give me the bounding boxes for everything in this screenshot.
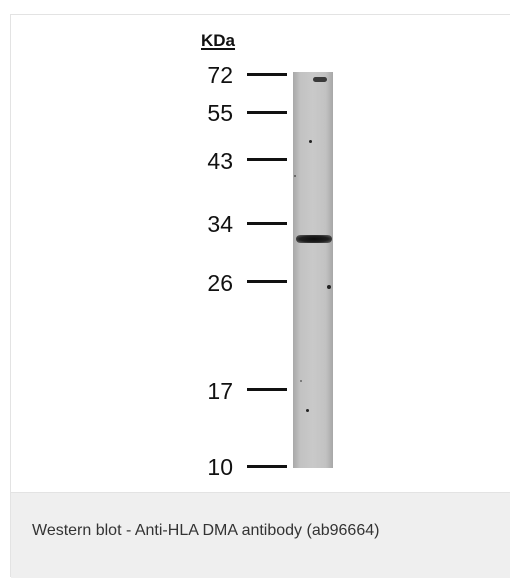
lane-speck bbox=[300, 380, 302, 382]
lane-speck bbox=[306, 409, 309, 412]
marker-tick-10 bbox=[247, 465, 287, 468]
caption-bar: Western blot - Anti-HLA DMA antibody (ab… bbox=[11, 492, 510, 578]
marker-label-34: 34 bbox=[207, 211, 233, 237]
marker-tick-17 bbox=[247, 388, 287, 391]
marker-tick-26 bbox=[247, 280, 287, 283]
marker-tick-55 bbox=[247, 111, 287, 114]
lane-speck bbox=[327, 285, 331, 289]
protein-band bbox=[296, 235, 332, 243]
marker-tick-43 bbox=[247, 158, 287, 161]
marker-label-10: 10 bbox=[207, 454, 233, 480]
marker-tick-34 bbox=[247, 222, 287, 225]
marker-label-72: 72 bbox=[207, 62, 233, 88]
image-card: KDa 72 55 43 34 26 17 10 Western blot - … bbox=[10, 14, 510, 578]
lane-speck bbox=[309, 140, 312, 143]
marker-label-43: 43 bbox=[207, 148, 233, 174]
lane-speck bbox=[294, 175, 296, 177]
marker-label-55: 55 bbox=[207, 100, 233, 126]
lane-top-smudge bbox=[313, 77, 327, 82]
western-blot-image: KDa 72 55 43 34 26 17 10 bbox=[11, 15, 510, 492]
marker-label-17: 17 bbox=[207, 378, 233, 404]
marker-tick-72 bbox=[247, 73, 287, 76]
blot-lane bbox=[293, 72, 333, 468]
marker-label-26: 26 bbox=[207, 270, 233, 296]
image-caption: Western blot - Anti-HLA DMA antibody (ab… bbox=[32, 522, 380, 539]
kda-unit-label: KDa bbox=[201, 31, 236, 50]
